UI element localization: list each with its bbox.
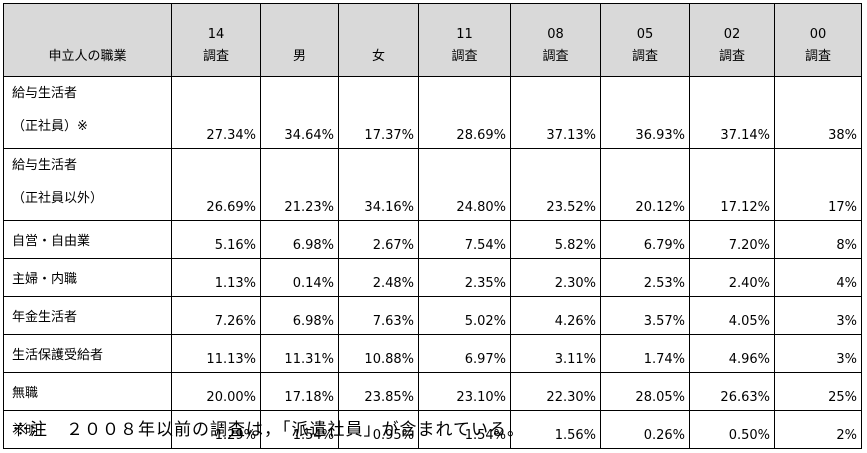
- table-cell: 34.16%: [338, 148, 419, 221]
- row-label: 主婦・内職: [3, 258, 172, 297]
- table-cell: 10.88%: [338, 334, 419, 373]
- table-cell: 37.13%: [510, 76, 601, 149]
- table-cell: 7.20%: [689, 220, 775, 259]
- table-cell: 7.26%: [171, 296, 261, 335]
- table-cell: 25%: [774, 372, 862, 411]
- table-cell: 28.05%: [600, 372, 690, 411]
- table-cell: 4.05%: [689, 296, 775, 335]
- table-cell: 3.11%: [510, 334, 601, 373]
- table-cell: 17.37%: [338, 76, 419, 149]
- table-cell: 26.63%: [689, 372, 775, 411]
- row-label: 自営・自由業: [3, 220, 172, 259]
- table-cell: 38%: [774, 76, 862, 149]
- table-cell: 0.95%: [338, 410, 419, 449]
- table-row: 不明 1.29% 1.54% 0.95% 1.54% 1.56% 0.26% 0…: [3, 410, 862, 449]
- table-cell: 2%: [774, 410, 862, 449]
- row-label: 生活保護受給者: [3, 334, 172, 373]
- table-row: 年金生活者 7.26% 6.98% 7.63% 5.02% 4.26% 3.57…: [3, 296, 862, 335]
- table-cell: 5.82%: [510, 220, 601, 259]
- table-row: 自営・自由業 5.16% 6.98% 2.67% 7.54% 5.82% 6.7…: [3, 220, 862, 259]
- table-row: 給与生活者 （正社員以外） 26.69% 21.23% 34.16% 24.80%…: [3, 148, 862, 221]
- table-cell: 28.69%: [418, 76, 511, 149]
- table-cell: 6.79%: [600, 220, 690, 259]
- table-cell: 7.54%: [418, 220, 511, 259]
- header-col-7: 00 調査: [774, 3, 862, 77]
- table-cell: 5.16%: [171, 220, 261, 259]
- table-cell: 4.96%: [689, 334, 775, 373]
- table-cell: 27.34%: [171, 76, 261, 149]
- table-cell: 1.29%: [171, 410, 261, 449]
- header-col-2: 女: [338, 3, 419, 77]
- table-cell: 6.98%: [260, 220, 339, 259]
- occupation-table: 申立人の職業 14 調査 男 女 11 調査 08 調査 05 調査 02 調査 00 調査…: [3, 3, 862, 449]
- header-col-4: 08 調査: [510, 3, 601, 77]
- header-col-1: 男: [260, 3, 339, 77]
- header-col-3: 11 調査: [418, 3, 511, 77]
- table-cell: 5.02%: [418, 296, 511, 335]
- table-cell: 23.52%: [510, 148, 601, 221]
- table-row: 生活保護受給者 11.13% 11.31% 10.88% 6.97% 3.11%…: [3, 334, 862, 373]
- table-cell: 20.00%: [171, 372, 261, 411]
- table-cell: 3%: [774, 296, 862, 335]
- footnote: ※注 ２００８年以前の調査は，「派遣社員」が含まれている。: [12, 420, 525, 440]
- table-row: 主婦・内職 1.13% 0.14% 2.48% 2.35% 2.30% 2.53…: [3, 258, 862, 297]
- table-cell: 11.13%: [171, 334, 261, 373]
- table-cell: 11.31%: [260, 334, 339, 373]
- table-cell: 0.14%: [260, 258, 339, 297]
- table-cell: 23.85%: [338, 372, 419, 411]
- table-cell: 3.57%: [600, 296, 690, 335]
- table-cell: 2.30%: [510, 258, 601, 297]
- table-cell: 4%: [774, 258, 862, 297]
- table-row: 無職 20.00% 17.18% 23.85% 23.10% 22.30% 28…: [3, 372, 862, 411]
- table-cell: 2.67%: [338, 220, 419, 259]
- header-col-6: 02 調査: [689, 3, 775, 77]
- table-cell: 36.93%: [600, 76, 690, 149]
- table-cell: 24.80%: [418, 148, 511, 221]
- table-cell: 0.26%: [600, 410, 690, 449]
- table-cell: 17.18%: [260, 372, 339, 411]
- table-cell: 7.63%: [338, 296, 419, 335]
- header-row: 申立人の職業 14 調査 男 女 11 調査 08 調査 05 調査 02 調査 00 調査: [3, 3, 862, 77]
- table-cell: 20.12%: [600, 148, 690, 221]
- row-label: 給与生活者 （正社員）※: [3, 76, 172, 149]
- table-cell: 2.48%: [338, 258, 419, 297]
- header-col-0: 14 調査: [171, 3, 261, 77]
- row-label: 不明: [3, 410, 172, 449]
- row-label: 年金生活者: [3, 296, 172, 335]
- table-row: 給与生活者 （正社員）※ 27.34% 34.64% 17.37% 28.69% …: [3, 76, 862, 149]
- table-cell: 2.53%: [600, 258, 690, 297]
- table-cell: 23.10%: [418, 372, 511, 411]
- table-cell: 6.97%: [418, 334, 511, 373]
- occupation-table-container: 申立人の職業 14 調査 男 女 11 調査 08 調査 05 調査 02 調査 00 調査…: [3, 3, 862, 449]
- table-cell: 0.50%: [689, 410, 775, 449]
- table-cell: 34.64%: [260, 76, 339, 149]
- table-cell: 17.12%: [689, 148, 775, 221]
- table-cell: 1.13%: [171, 258, 261, 297]
- row-label: 無職: [3, 372, 172, 411]
- table-cell: 1.74%: [600, 334, 690, 373]
- table-cell: 2.40%: [689, 258, 775, 297]
- table-cell: 17%: [774, 148, 862, 221]
- table-cell: 6.98%: [260, 296, 339, 335]
- header-col-5: 05 調査: [600, 3, 690, 77]
- header-occupation: 申立人の職業: [3, 3, 172, 77]
- row-label: 給与生活者 （正社員以外）: [3, 148, 172, 221]
- table-cell: 26.69%: [171, 148, 261, 221]
- table-cell: 2.35%: [418, 258, 511, 297]
- table-cell: 4.26%: [510, 296, 601, 335]
- table-cell: 8%: [774, 220, 862, 259]
- table-cell: 37.14%: [689, 76, 775, 149]
- table-cell: 21.23%: [260, 148, 339, 221]
- table-cell: 22.30%: [510, 372, 601, 411]
- table-cell: 3%: [774, 334, 862, 373]
